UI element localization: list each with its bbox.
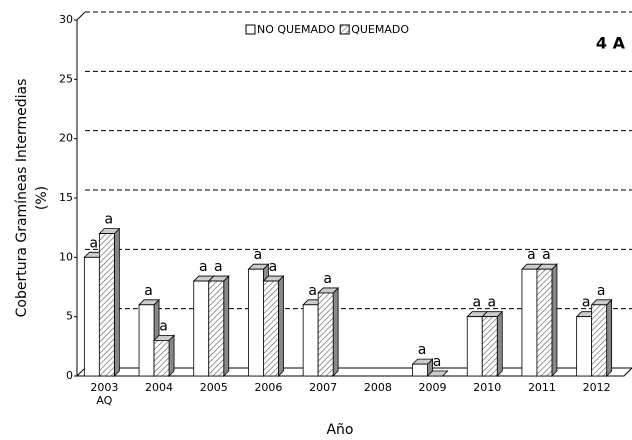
significance-letter: a — [254, 247, 263, 263]
significance-letter: a — [144, 283, 153, 299]
significance-letter: a — [308, 283, 317, 299]
bar — [208, 280, 225, 377]
bar — [248, 268, 264, 377]
bar-top — [426, 370, 449, 377]
x-axis-label: Año — [326, 422, 353, 438]
bar-side — [551, 263, 558, 377]
x-tick-label: 2010 — [473, 381, 501, 394]
bar — [138, 304, 155, 377]
y-tick-label: 0 — [66, 369, 73, 382]
legend-label: NO QUEMADO — [257, 23, 336, 36]
x-tick-label: 2012 — [583, 381, 611, 394]
legend-swatch — [339, 24, 350, 35]
x-tick-label: 2009 — [419, 381, 447, 394]
y-tick-label: 10 — [59, 250, 73, 263]
bar-side — [168, 334, 175, 377]
bar-side — [223, 275, 230, 377]
significance-letter: a — [269, 259, 278, 275]
significance-letter: a — [527, 247, 536, 263]
y-axis-label: Cobertura Gramíneas Intermedias (%) — [14, 79, 50, 318]
bar — [521, 268, 538, 377]
bar — [412, 363, 428, 377]
bar — [98, 233, 115, 377]
significance-letter: a — [472, 295, 481, 311]
x-tick-label: 2006 — [254, 381, 282, 394]
bar — [536, 268, 553, 377]
significance-letter: a — [105, 212, 114, 228]
bar-side — [496, 310, 503, 377]
significance-letter: a — [487, 295, 496, 311]
y-axis-back — [76, 11, 86, 21]
x-tick-label: 2008 — [364, 381, 392, 394]
x-tick-label: 2005 — [200, 381, 228, 394]
x-tick-label: 2004 — [145, 381, 173, 394]
bar — [317, 292, 334, 377]
significance-letter: a — [542, 247, 551, 263]
bar — [576, 316, 593, 377]
bar — [591, 304, 608, 377]
significance-letter: a — [159, 318, 168, 334]
y-tick-label: 30 — [59, 13, 73, 26]
significance-letter: a — [597, 283, 606, 299]
y-tick-label: 20 — [59, 132, 73, 145]
bar — [153, 339, 170, 377]
bar — [466, 316, 483, 377]
significance-letter: a — [199, 259, 208, 275]
bar — [263, 280, 279, 377]
x-tick-label: 2003 AQ — [90, 381, 118, 407]
bar — [302, 304, 319, 377]
bar-side — [278, 275, 284, 377]
bar-side — [113, 227, 120, 377]
legend-label: QUEMADO — [351, 23, 409, 36]
bar-side — [606, 298, 613, 377]
significance-letter: a — [214, 259, 223, 275]
significance-letter: a — [418, 342, 427, 358]
x-tick-label: 2011 — [528, 381, 556, 394]
bar — [193, 280, 210, 377]
legend-swatch — [245, 24, 256, 35]
bar-side — [332, 286, 339, 377]
significance-letter: a — [90, 235, 99, 251]
significance-letter: a — [582, 295, 591, 311]
y-tick-label: 5 — [66, 310, 73, 323]
y-tick-label: 25 — [59, 72, 73, 85]
significance-letter: a — [433, 354, 442, 370]
bar — [481, 316, 498, 377]
x-tick-label: 2007 — [309, 381, 337, 394]
y-tick-label: 15 — [59, 191, 73, 204]
significance-letter: a — [323, 271, 332, 287]
chart-title: 4 A — [596, 34, 626, 53]
bar — [83, 256, 100, 377]
